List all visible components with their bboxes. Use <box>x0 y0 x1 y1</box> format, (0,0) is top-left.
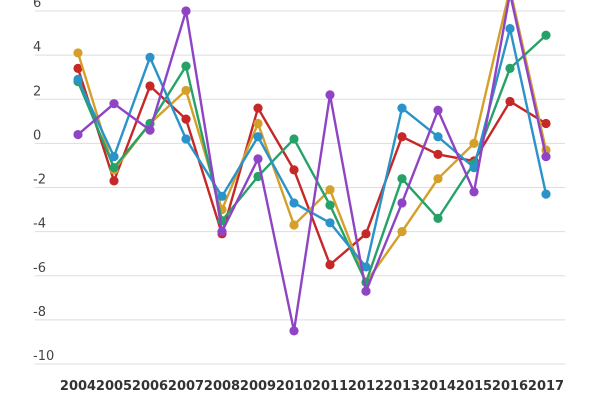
x-tick-label: 2016 <box>492 379 528 394</box>
data-point <box>397 132 407 142</box>
x-tick-label: 2006 <box>132 379 168 394</box>
series-4 <box>73 24 551 272</box>
data-point <box>253 118 263 129</box>
series-5 <box>73 0 551 336</box>
x-tick-label: 2010 <box>276 379 312 394</box>
x-tick-label: 2005 <box>96 379 132 394</box>
data-point <box>469 187 479 197</box>
data-point <box>325 90 335 100</box>
data-point <box>433 149 443 160</box>
x-tick-label: 2015 <box>456 379 492 394</box>
x-tick-label: 2011 <box>312 379 348 394</box>
data-point <box>73 48 83 58</box>
x-axis-ticks: 2004 2005 2006 2007 2008 2009 2010 2011 2012 2013… <box>60 379 564 394</box>
data-point <box>289 165 299 175</box>
data-point <box>325 218 335 228</box>
data-point <box>361 229 371 239</box>
data-point <box>253 103 263 113</box>
data-point <box>181 114 191 124</box>
data-point <box>73 129 83 140</box>
data-point <box>397 174 407 184</box>
x-tick-label: 2008 <box>204 379 240 394</box>
data-point <box>541 189 551 199</box>
data-point <box>289 134 299 144</box>
data-point <box>541 152 551 162</box>
x-tick-label: 2007 <box>168 379 204 394</box>
data-point <box>109 176 119 186</box>
data-point <box>289 198 299 208</box>
data-point <box>541 118 551 129</box>
data-point <box>217 191 227 201</box>
data-point <box>181 6 191 16</box>
data-point <box>325 200 335 210</box>
data-point <box>289 220 299 230</box>
data-point <box>217 227 227 237</box>
data-point <box>145 125 155 135</box>
data-point <box>469 163 479 173</box>
data-point <box>469 138 479 148</box>
data-point <box>505 96 515 107</box>
data-point <box>181 85 191 96</box>
data-point <box>289 326 299 336</box>
y-tick-label: 2 <box>33 84 41 99</box>
y-tick-label: -4 <box>33 217 46 232</box>
data-point <box>433 174 443 184</box>
x-tick-label: 2012 <box>348 379 384 394</box>
data-point <box>145 52 155 62</box>
data-point <box>253 132 263 142</box>
x-tick-label: 2017 <box>528 379 564 394</box>
y-tick-label: -8 <box>33 305 46 320</box>
data-point <box>397 198 407 208</box>
data-point <box>397 227 407 237</box>
y-tick-label: 0 <box>33 128 41 143</box>
data-point <box>109 152 119 162</box>
data-point <box>109 163 119 173</box>
data-point <box>325 185 335 195</box>
data-point <box>433 105 443 115</box>
data-point <box>397 103 407 113</box>
data-point <box>109 99 119 109</box>
data-point <box>181 61 191 71</box>
data-point <box>505 63 515 73</box>
data-point <box>253 154 263 164</box>
data-point <box>181 134 191 144</box>
y-tick-label: -10 <box>33 349 54 364</box>
data-point <box>541 30 551 40</box>
y-tick-label: 6 <box>33 0 41 11</box>
x-tick-label: 2004 <box>60 379 96 394</box>
x-tick-label: 2009 <box>240 379 276 394</box>
data-point <box>361 262 371 272</box>
data-point <box>505 24 515 34</box>
series-line <box>76 0 548 333</box>
y-tick-label: 4 <box>33 40 41 55</box>
data-point <box>325 260 335 270</box>
x-tick-label: 2013 <box>384 379 420 394</box>
x-tick-label: 2014 <box>420 379 456 394</box>
y-tick-label: -6 <box>33 261 46 276</box>
data-point <box>433 213 443 223</box>
data-point <box>145 81 155 91</box>
data-point <box>73 74 83 84</box>
series-layer <box>73 0 551 336</box>
data-point <box>73 63 83 73</box>
y-axis-ticks: 6 4 2 0 -2 -4 -6 -8 -10 <box>33 0 54 364</box>
data-point <box>433 132 443 142</box>
y-tick-label: -2 <box>33 173 46 188</box>
data-point <box>361 286 371 296</box>
